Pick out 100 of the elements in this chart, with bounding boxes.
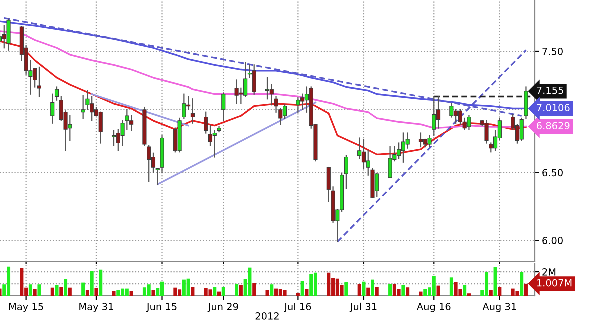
- bar: [450, 278, 454, 296]
- bar: [218, 292, 222, 296]
- bar: [28, 284, 32, 296]
- bar: [402, 285, 406, 296]
- bar: [248, 268, 252, 296]
- bar: [112, 291, 116, 296]
- bar: [174, 288, 178, 296]
- bar: [55, 285, 59, 296]
- bar: [300, 281, 304, 296]
- bar: [130, 291, 134, 296]
- bar: [82, 282, 86, 296]
- candlestick: [362, 138, 366, 170]
- candlestick: [37, 66, 42, 98]
- y-tick-label: 6.00: [542, 237, 563, 244]
- bar: [94, 288, 98, 296]
- bar: [125, 288, 129, 296]
- bar: [310, 274, 314, 296]
- candlestick: [182, 94, 186, 120]
- y-tick-label: 2M: [542, 268, 556, 276]
- bar: [274, 288, 278, 296]
- bar: [436, 286, 440, 296]
- bar: [239, 285, 243, 296]
- bar: [86, 290, 90, 296]
- bar: [270, 284, 274, 296]
- bar: [68, 288, 72, 296]
- bar: [498, 287, 502, 296]
- candlestick: [428, 135, 432, 148]
- bar: [463, 285, 467, 296]
- x-tick-label: May 15: [9, 303, 44, 312]
- candlestick: [204, 112, 208, 134]
- bar: [20, 268, 24, 296]
- candlestick: [112, 130, 116, 146]
- bar: [116, 290, 120, 296]
- bar: [90, 271, 94, 296]
- bar: [370, 280, 374, 296]
- bar: [305, 289, 309, 296]
- bar: [424, 289, 428, 296]
- x-tick-label: Aug 16: [416, 303, 451, 312]
- bar: [388, 284, 392, 296]
- y-tick-label: 6.50: [542, 169, 563, 177]
- candlestick: [484, 120, 489, 144]
- candlestick: [252, 64, 256, 95]
- bar: [152, 290, 156, 296]
- candlestick: [147, 145, 152, 182]
- bar: [252, 283, 256, 296]
- x-tick-label: Jul 16: [284, 302, 312, 312]
- candlestick: [296, 97, 300, 113]
- x-tick-label: Aug 31: [482, 303, 516, 312]
- candlestick: [418, 132, 424, 148]
- bar: [362, 282, 366, 296]
- bar: [358, 284, 362, 296]
- bar: [38, 284, 42, 296]
- text: 7.155: [537, 86, 564, 94]
- bar: [489, 290, 493, 296]
- x-axis-title: 2012: [256, 312, 279, 320]
- bar: [204, 288, 208, 296]
- y-tick-label: 7.50: [542, 48, 563, 56]
- bar: [494, 267, 498, 296]
- bar: [186, 278, 190, 296]
- bar: [213, 287, 217, 296]
- bar: [296, 293, 300, 296]
- bar: [266, 290, 270, 296]
- bar: [516, 291, 520, 296]
- x-tick-label: Jun 29: [208, 303, 238, 312]
- bar: [406, 288, 410, 296]
- bar: [33, 289, 37, 296]
- bar: [520, 272, 524, 296]
- candlestick: [6, 18, 11, 51]
- data-label: 7.0106: [537, 104, 570, 112]
- x-tick-label: May 31: [80, 303, 114, 312]
- bar: [419, 292, 423, 296]
- candlestick: [467, 115, 472, 130]
- candlestick: [520, 118, 524, 142]
- candlestick: [190, 98, 195, 124]
- bar: [314, 272, 318, 296]
- bar: [147, 284, 151, 296]
- candlestick: [358, 138, 362, 160]
- bar: [64, 279, 68, 296]
- x-tick-label: Jul 31: [350, 302, 377, 312]
- bar: [235, 284, 239, 296]
- candlestick: [54, 86, 60, 101]
- candlestick: [432, 96, 436, 136]
- text: 1.007M: [537, 279, 572, 287]
- data-label: 6.8629: [537, 122, 570, 130]
- bar: [366, 288, 370, 296]
- bar: [208, 290, 212, 296]
- candlestick: [50, 94, 55, 124]
- bar: [60, 287, 64, 296]
- candlestick: [344, 155, 348, 190]
- bar: [99, 270, 103, 296]
- bar: [191, 287, 195, 296]
- bar: [283, 290, 287, 296]
- x-tick-label: Jun 15: [146, 303, 177, 312]
- candlestick: [222, 92, 226, 122]
- candlestick: [208, 125, 213, 146]
- candlestick: [98, 112, 103, 144]
- bar: [50, 288, 54, 296]
- bar: [432, 276, 436, 296]
- bar: [344, 282, 348, 296]
- bar: [454, 282, 458, 296]
